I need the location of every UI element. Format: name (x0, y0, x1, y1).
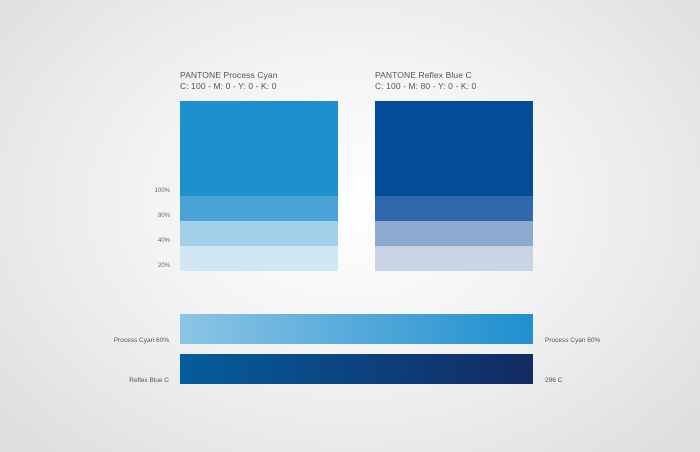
percent-label: 80% (157, 213, 170, 219)
color-block-tint-40 (375, 221, 533, 246)
color-block-solid (375, 101, 533, 196)
gradient-bar-reflex-blue (180, 354, 533, 384)
color-block-solid (180, 101, 338, 196)
color-block-tint-40 (180, 221, 338, 246)
swatch-cmyk: C: 100 - M: 80 - Y: 0 - K: 0 (375, 81, 477, 91)
color-block-tint-20 (180, 246, 338, 271)
gradient-bar-process-cyan (180, 314, 533, 344)
swatch-header-process-cyan: PANTONE Process Cyan C: 100 - M: 0 - Y: … (180, 70, 278, 92)
swatch-name: PANTONE Process Cyan (180, 70, 278, 80)
percent-label: 100% (154, 188, 170, 194)
color-block-tint-80 (180, 196, 338, 221)
gradient-left-label: Process Cyan 60% (113, 337, 169, 344)
swatch-column-process-cyan (180, 101, 338, 271)
color-block-tint-80 (375, 196, 533, 221)
gradient-right-label: Process Cyan 60% (545, 337, 601, 344)
percent-label: 40% (157, 238, 170, 244)
gradient-right-label: 296 C (545, 377, 563, 384)
swatch-column-reflex-blue (375, 101, 533, 271)
color-block-tint-20 (375, 246, 533, 271)
swatch-name: PANTONE Reflex Blue C (375, 70, 472, 80)
swatch-cmyk: C: 100 - M: 0 - Y: 0 - K: 0 (180, 81, 277, 91)
percent-label: 20% (157, 263, 170, 269)
gradient-left-label: Reflex Blue C (129, 377, 169, 384)
swatch-header-reflex-blue: PANTONE Reflex Blue C C: 100 - M: 80 - Y… (375, 70, 476, 92)
